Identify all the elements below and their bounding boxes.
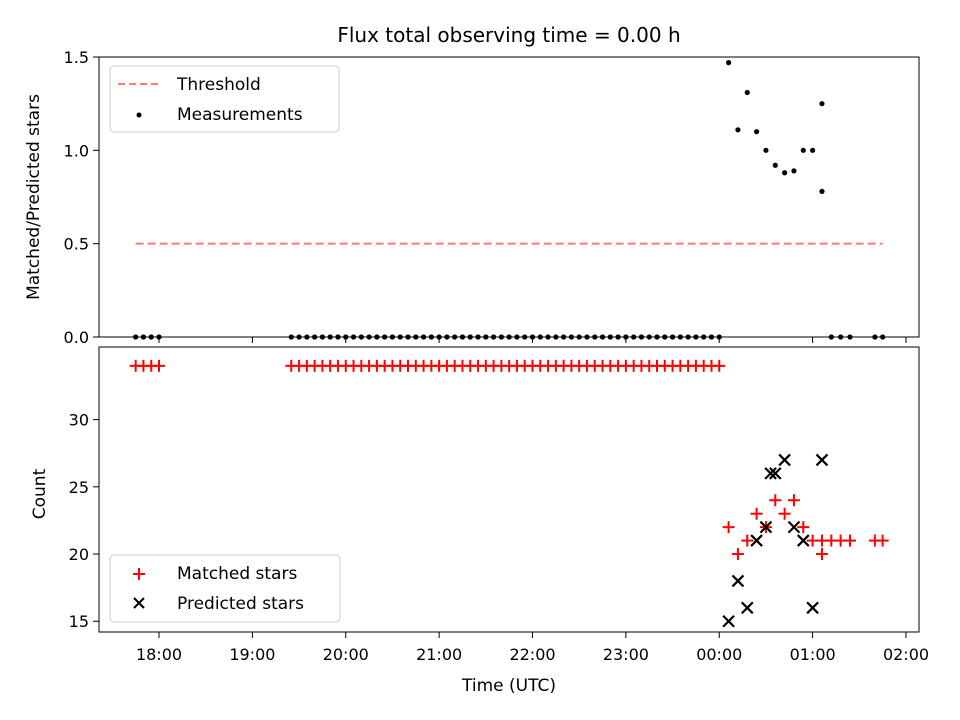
x-tick-label: 19:00 (229, 645, 275, 664)
predicted-star-point (750, 534, 763, 547)
top-y-tick-label: 1.5 (64, 48, 89, 67)
bottom-y-tick-label: 20 (69, 545, 89, 564)
x-tick-label: 18:00 (136, 645, 182, 664)
predicted-star-point (722, 614, 735, 628)
measurement-point (791, 168, 797, 174)
measurement-point (754, 129, 760, 135)
predicted-star-point (815, 453, 829, 467)
x-tick-label: 00:00 (696, 645, 742, 664)
matched-star-point (713, 359, 726, 372)
bottom-axes-frame (98, 346, 920, 633)
measurement-point (725, 60, 732, 66)
matched-star-point (787, 494, 800, 507)
top-y-tick-label: 0.0 (64, 328, 89, 347)
matched-star-point (876, 534, 889, 547)
legend-matched-swatch (133, 568, 145, 580)
predicted-star-point (787, 520, 801, 534)
top-legend: Threshold Measurements (109, 65, 340, 133)
legend-predicted-swatch (133, 597, 145, 609)
matched-star-point (731, 548, 744, 561)
measurement-point (819, 101, 825, 107)
counts-plot-area (129, 359, 889, 628)
measurement-point (819, 188, 825, 194)
predicted-star-point (759, 520, 773, 534)
predicted-star-point (778, 453, 791, 467)
measurement-point (763, 147, 769, 153)
top-y-ticks: 0.0 0.5 1.0 1.5 (64, 48, 99, 347)
measurement-point (800, 147, 806, 153)
top-panel: 0.0 0.5 1.0 1.5 Matched/Predicted stars Thr… (24, 48, 920, 347)
bottom-y-tick-label: 15 (69, 612, 89, 631)
matched-star-point (750, 507, 763, 520)
x-tick-label: 23:00 (603, 645, 649, 664)
bottom-x-ticks: 18:00 19:00 20:00 21:00 22:00 23:00 00:00 01:00… (136, 632, 929, 664)
legend-predicted-label: Predicted stars (177, 594, 304, 614)
predicted-star-point (768, 467, 782, 480)
top-legend-box (109, 65, 340, 133)
legend-measurements-label: Measurements (177, 105, 303, 125)
top-y-axis-label: Matched/Predicted stars (24, 94, 44, 300)
bottom-y-tick-label: 30 (69, 411, 89, 430)
top-y-tick-label: 1.0 (64, 141, 89, 160)
x-axis-label: Time (UTC) (461, 676, 556, 696)
x-tick-label: 20:00 (323, 645, 369, 664)
matched-star-point (815, 548, 828, 561)
legend-measurements-swatch (136, 112, 142, 118)
bottom-y-ticks: 15 20 25 30 (69, 411, 99, 631)
measurement-point (782, 170, 788, 176)
matched-star-point (843, 534, 856, 547)
legend-matched-label: Matched stars (177, 564, 297, 584)
measurement-point (735, 127, 741, 133)
x-tick-label: 21:00 (416, 645, 462, 664)
predicted-star-point (740, 601, 754, 615)
chart-title: Flux total observing time = 0.00 h (337, 23, 680, 47)
x-tick-label: 02:00 (883, 645, 929, 664)
bottom-y-tick-label: 25 (69, 478, 89, 497)
predicted-star-point (731, 574, 745, 588)
bottom-legend: Matched stars Predicted stars (109, 554, 341, 623)
measurement-point (744, 89, 750, 96)
measurement-point (772, 162, 778, 168)
top-y-tick-label: 0.5 (64, 235, 89, 254)
predicted-star-point (797, 534, 810, 547)
matched-star-point (722, 521, 735, 534)
predicted-star-point (806, 601, 819, 615)
top-x-ticks (158, 337, 907, 343)
matched-star-point (741, 534, 754, 547)
predicted-star-point (764, 467, 777, 480)
legend-threshold-label: Threshold (176, 75, 261, 95)
bottom-legend-box (109, 554, 341, 623)
matched-star-point (797, 521, 810, 534)
x-tick-label: 01:00 (790, 645, 836, 664)
x-tick-label: 22:00 (509, 645, 555, 664)
measurement-point (810, 147, 816, 153)
bottom-panel: 15 20 25 30 18:00 19:00 20:00 21:00 22:00 23:00 0… (30, 346, 929, 696)
matched-star-point (769, 494, 782, 507)
top-axes-frame (98, 56, 920, 338)
matched-star-point (153, 359, 165, 372)
matched-star-point (778, 507, 791, 520)
bottom-y-axis-label: Count (30, 468, 50, 519)
